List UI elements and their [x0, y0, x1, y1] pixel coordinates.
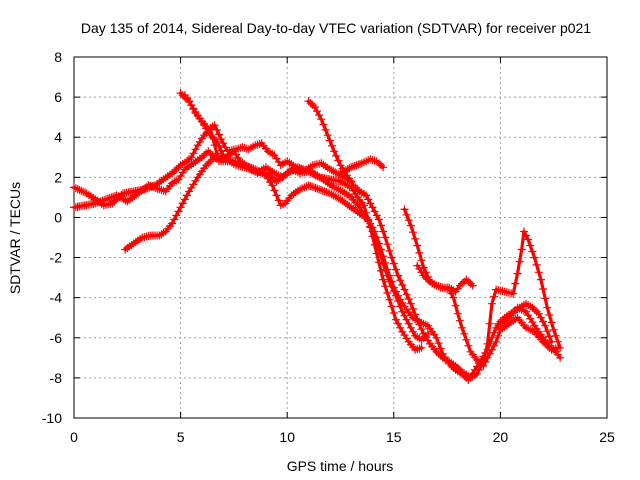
y-tick-label: 0 — [54, 209, 62, 225]
series-markers-track-9 — [413, 261, 477, 296]
y-axis-label: SDTVAR / TECUs — [7, 182, 23, 294]
y-tick-label: -8 — [50, 370, 63, 386]
x-tick-label: 0 — [70, 429, 78, 445]
y-tick-label: 4 — [54, 129, 62, 145]
series-markers-track-7 — [336, 155, 388, 178]
x-tick-label: 10 — [279, 429, 295, 445]
y-tick-label: 6 — [54, 89, 62, 105]
axis-ticks: 0 5 10 15 20 25 -10 -8 -6 -4 -2 0 2 4 6 8 — [42, 49, 615, 445]
series-markers-track-6 — [304, 97, 565, 382]
y-tick-label: 8 — [54, 49, 62, 65]
series-markers-track-5 — [180, 91, 228, 160]
series-group — [70, 89, 565, 384]
x-tick-label: 25 — [599, 429, 615, 445]
x-tick-label: 20 — [493, 429, 509, 445]
y-tick-label: -2 — [50, 250, 63, 266]
y-tick-label: 2 — [54, 169, 62, 185]
series-markers-track-10 — [494, 299, 556, 346]
series-markers-track-2 — [70, 147, 426, 354]
series-markers-track-8 — [400, 205, 562, 370]
y-tick-label: -4 — [50, 290, 63, 306]
plot-frame — [73, 56, 608, 419]
chart-title: Day 135 of 2014, Sidereal Day-to-day VTE… — [81, 20, 591, 36]
series-markers-track-1 — [70, 125, 432, 344]
x-tick-label: 5 — [177, 429, 185, 445]
y-tick-label: -6 — [50, 330, 63, 346]
x-tick-label: 15 — [386, 429, 402, 445]
y-tick-label: -10 — [42, 410, 62, 426]
x-axis-label: GPS time / hours — [287, 458, 394, 474]
